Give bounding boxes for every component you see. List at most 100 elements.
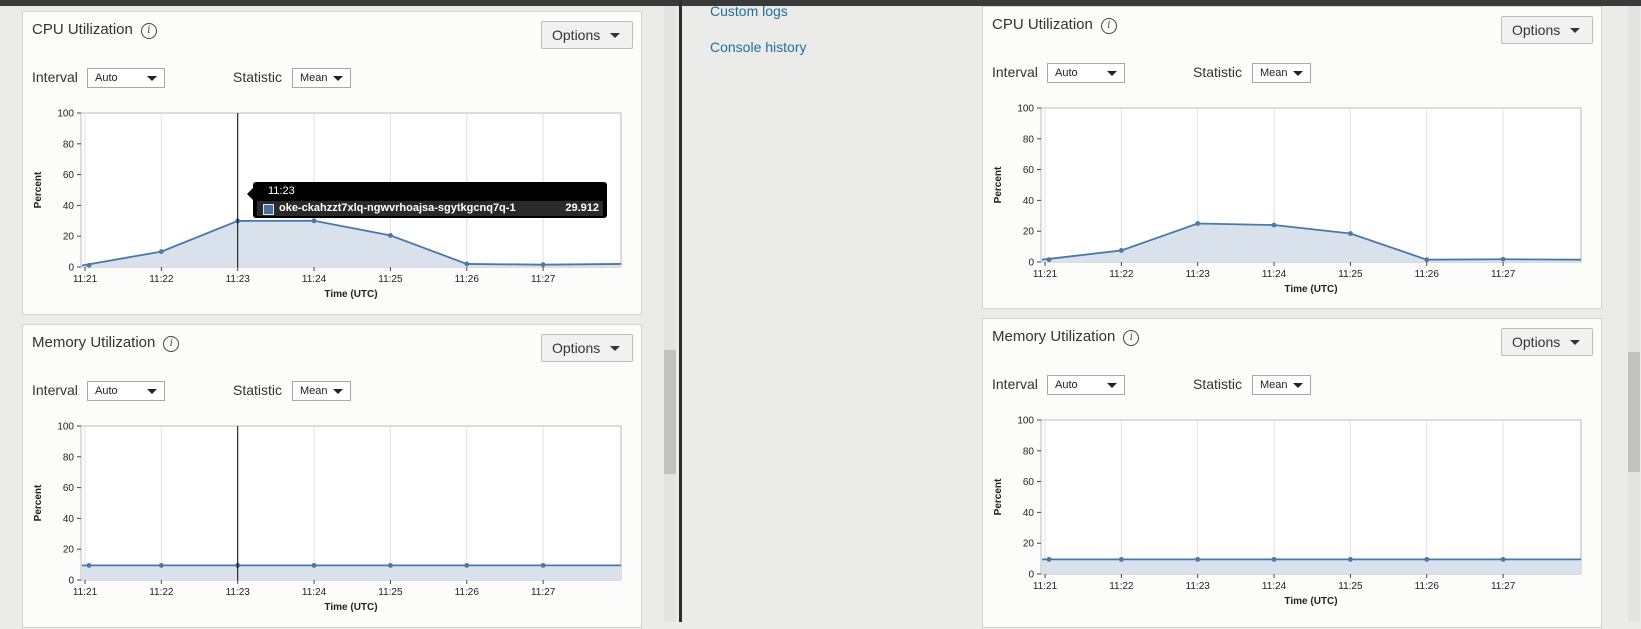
series-line: [81, 219, 622, 267]
caret-down-icon: [1293, 383, 1303, 388]
caret-down-icon: [333, 76, 343, 81]
panel-title: Memory Utilization i: [32, 334, 180, 352]
cpu-chart[interactable]: 0 20 40 60 80 100 11:21 11:22 11:23 11:24 11:25 11:…: [23, 12, 643, 316]
x-tick-label: 11:25: [378, 587, 403, 598]
interval-select[interactable]: Auto: [1047, 375, 1125, 395]
right-scrollbar[interactable]: [1628, 6, 1640, 622]
caret-down-icon: [1293, 71, 1303, 76]
cpu-utilization-panel: CPU Utilization i Options Interval Auto S…: [982, 6, 1602, 309]
y-tick-label: 100: [57, 109, 74, 120]
options-button[interactable]: Options: [1501, 16, 1593, 44]
caret-down-icon: [147, 389, 157, 394]
interval-select[interactable]: Auto: [87, 68, 165, 88]
data-point: [158, 562, 164, 568]
statistic-select[interactable]: Mean: [292, 381, 351, 401]
y-tick-label: 80: [1023, 446, 1035, 457]
console-history-link[interactable]: Console history: [710, 39, 807, 55]
x-tick-label: 11:26: [455, 587, 480, 598]
caret-down-icon: [333, 389, 343, 394]
data-point: [1046, 556, 1052, 562]
options-button[interactable]: Options: [541, 21, 633, 49]
x-tick-label: 11:24: [302, 587, 327, 598]
memory-utilization-panel: Memory Utilization i Options Interval Aut…: [22, 324, 642, 628]
interval-label: Interval: [992, 376, 1038, 392]
x-tick-label: 11:21: [1033, 581, 1058, 592]
series-area: [82, 565, 621, 580]
left-scrollbar-thumb[interactable]: [664, 350, 676, 474]
interval-label: Interval: [992, 64, 1038, 80]
x-tick-label: 11:27: [531, 274, 556, 285]
y-tick-label: 0: [1028, 258, 1034, 269]
data-point: [464, 562, 470, 568]
tooltip-row: oke-ckahzzt7xlq-ngwvrhoajsa-sgytkgcnq7q-…: [257, 201, 603, 216]
y-tick-label: 60: [63, 483, 75, 494]
pane-divider[interactable]: [679, 0, 682, 622]
x-tick-label: 11:23: [1186, 581, 1211, 592]
x-tick-label: 11:27: [1491, 581, 1516, 592]
data-point: [311, 218, 317, 224]
y-tick-label: 20: [1023, 539, 1035, 550]
tooltip-series-name: oke-ckahzzt7xlq-ngwvrhoajsa-sgytkgcnq7q-…: [279, 202, 516, 214]
panel-title: Memory Utilization i: [992, 328, 1140, 346]
x-tick-label: 11:26: [1415, 269, 1440, 280]
y-axis-label: Percent: [33, 171, 44, 208]
x-tick-label: 11:24: [302, 274, 327, 285]
tooltip-value: 29.912: [565, 202, 599, 214]
chart-tooltip: 11:23 oke-ckahzzt7xlq-ngwvrhoajsa-sgytkg…: [247, 182, 607, 218]
y-tick-label: 40: [63, 201, 75, 212]
data-point: [388, 233, 393, 238]
interval-label: Interval: [32, 69, 78, 85]
caret-down-icon: [610, 33, 620, 38]
y-tick-label: 20: [1023, 227, 1035, 238]
statistic-select[interactable]: Mean: [1252, 375, 1311, 395]
x-tick-label: 11:22: [1109, 269, 1134, 280]
y-tick-label: 80: [1023, 134, 1035, 145]
y-tick-label: 40: [1023, 196, 1035, 207]
data-point: [1424, 257, 1430, 263]
statistic-select[interactable]: Mean: [292, 68, 351, 88]
data-point: [1424, 556, 1430, 562]
interval-select[interactable]: Auto: [87, 381, 165, 401]
cpu-chart[interactable]: 0 20 40 60 80 100 11:21 11:22 11:23 11:24 11:25 11:…: [983, 7, 1603, 310]
x-tick-label: 11:21: [1033, 269, 1058, 280]
y-tick-label: 60: [63, 170, 75, 181]
info-icon[interactable]: i: [163, 336, 180, 352]
data-point: [464, 261, 470, 267]
y-axis-label: Percent: [33, 484, 44, 521]
caret-down-icon: [1107, 383, 1117, 388]
statistic-select[interactable]: Mean: [1252, 63, 1311, 83]
caret-down-icon: [147, 76, 157, 81]
x-tick-label: 11:25: [1338, 581, 1363, 592]
data-point: [158, 249, 164, 255]
top-bar: [0, 0, 1641, 6]
memory-chart[interactable]: 0 20 40 60 80 100 11:21 11:22 11:23 11:24 11:25 11:…: [983, 319, 1603, 629]
x-tick-label: 11:27: [1491, 269, 1516, 280]
info-icon[interactable]: i: [140, 23, 157, 39]
data-point: [1195, 221, 1201, 226]
data-point: [1195, 556, 1201, 562]
x-tick-label: 11:26: [455, 274, 480, 285]
data-point: [1271, 222, 1277, 228]
y-tick-label: 0: [68, 263, 74, 274]
info-icon[interactable]: i: [1123, 330, 1140, 346]
memory-utilization-panel: Memory Utilization i Options Interval Aut…: [982, 318, 1602, 628]
options-button[interactable]: Options: [541, 334, 633, 362]
left-scrollbar[interactable]: [664, 6, 676, 622]
x-tick-label: 11:26: [1415, 581, 1440, 592]
options-button[interactable]: Options: [1501, 328, 1593, 356]
tooltip-time: 11:23: [268, 185, 295, 197]
right-scrollbar-thumb[interactable]: [1628, 352, 1640, 472]
x-axis-label: Time (UTC): [324, 289, 377, 300]
y-tick-label: 80: [63, 452, 75, 463]
data-point: [1500, 256, 1506, 262]
interval-select[interactable]: Auto: [1047, 63, 1125, 83]
memory-chart[interactable]: 0 20 40 60 80 100 11:21 11:22 11:23 11:24 11:25 11:…: [23, 325, 643, 629]
data-point: [540, 262, 546, 268]
y-tick-label: 100: [57, 422, 74, 433]
caret-down-icon: [1570, 340, 1580, 345]
data-point: [1118, 248, 1124, 253]
info-icon[interactable]: i: [1100, 18, 1117, 34]
custom-logs-link[interactable]: Custom logs: [710, 3, 788, 19]
x-tick-label: 11:23: [226, 587, 251, 598]
y-tick-label: 80: [63, 139, 75, 150]
